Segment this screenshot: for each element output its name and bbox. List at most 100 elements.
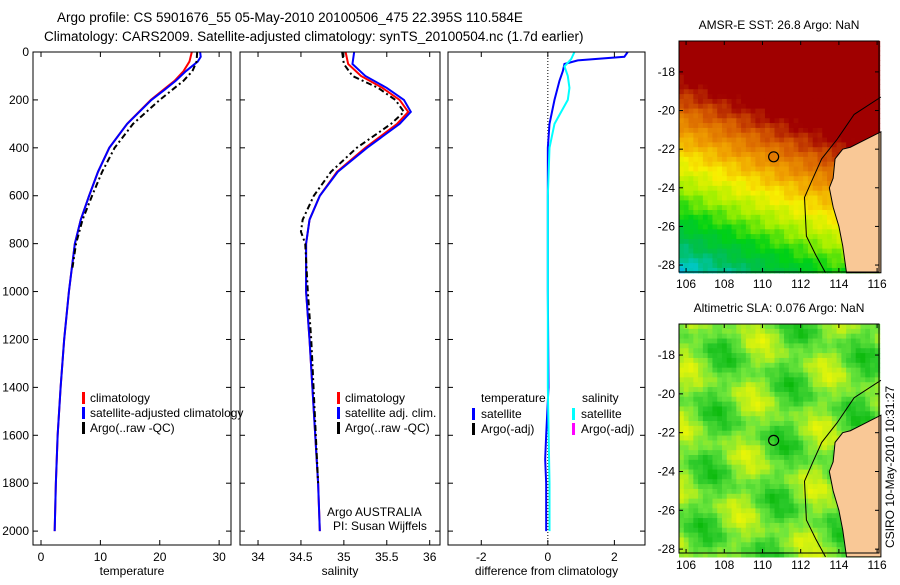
map-cell — [736, 229, 742, 235]
map-cell — [717, 440, 723, 446]
map-cell — [841, 263, 847, 269]
map-cell — [807, 89, 814, 95]
map-cell — [769, 435, 776, 442]
map-cell — [817, 396, 823, 403]
map-cell — [760, 348, 766, 354]
map-cell — [822, 396, 828, 403]
map-cell — [850, 137, 857, 144]
map-cell — [717, 205, 723, 211]
map-cell — [827, 118, 833, 124]
map-cell — [827, 552, 833, 558]
map-cell — [807, 357, 814, 364]
map-cell — [755, 229, 761, 235]
map-cell — [803, 74, 809, 81]
map-cell — [860, 328, 866, 335]
map-cell — [712, 435, 718, 442]
map-cell — [769, 430, 776, 437]
map-cell — [731, 362, 737, 369]
map-cell — [817, 142, 823, 148]
map-cell — [750, 469, 757, 476]
map-cell — [769, 176, 776, 182]
map-cell — [798, 205, 804, 211]
map-cell — [788, 41, 795, 47]
map-cell — [760, 45, 766, 52]
map-cell — [822, 181, 828, 187]
map-title: AMSR-E SST: 26.8 Argo: NaN — [699, 18, 860, 32]
map-cell — [784, 243, 790, 250]
map-cell — [736, 176, 742, 182]
map-cell — [803, 41, 809, 47]
map-cell — [798, 416, 804, 422]
map-cell — [807, 474, 814, 480]
map-cell — [803, 377, 809, 383]
map-cell — [807, 338, 814, 345]
map-cell — [769, 537, 776, 543]
map-cell — [774, 176, 780, 182]
map-cell — [865, 132, 871, 139]
map-cell — [788, 152, 795, 158]
map-cell — [683, 224, 690, 230]
map-cell — [717, 552, 723, 558]
map-cell — [841, 421, 847, 427]
map-cell — [702, 396, 709, 403]
map-cell — [698, 552, 704, 558]
map-cell — [745, 118, 752, 124]
map-cell — [679, 353, 685, 359]
y-tick-label: -24 — [658, 181, 676, 195]
map-cell — [846, 74, 852, 81]
map-cell — [683, 474, 690, 480]
map-cell — [745, 123, 752, 129]
map-cell — [750, 181, 757, 187]
map-cell — [702, 508, 709, 514]
map-cell — [717, 243, 723, 250]
map-cell — [721, 493, 728, 500]
map-cell — [760, 503, 766, 509]
map-cell — [798, 527, 804, 534]
legend-swatch — [82, 407, 85, 419]
map-cell — [755, 210, 761, 216]
map-cell — [712, 391, 718, 398]
map-cell — [679, 387, 685, 393]
map-cell — [803, 60, 809, 66]
map-cell — [860, 89, 866, 95]
map-cell — [784, 391, 790, 398]
map-cell — [760, 156, 766, 163]
map-cell — [745, 493, 752, 500]
map-cell — [865, 382, 871, 388]
map-cell — [793, 547, 799, 553]
map-cell — [698, 430, 704, 437]
map-cell — [750, 445, 757, 451]
map-cell — [812, 328, 819, 335]
map-cell — [702, 348, 709, 354]
map-cell — [812, 243, 819, 250]
x-tick-label: 20 — [153, 550, 167, 564]
legend-label: satellite — [581, 407, 622, 421]
map-cell — [750, 147, 757, 153]
map-cell — [760, 55, 766, 61]
map-cell — [712, 41, 718, 47]
map-cell — [679, 430, 685, 437]
map-cell — [712, 498, 718, 505]
legend-swatch — [337, 407, 340, 419]
map-cell — [855, 353, 862, 359]
map-cell — [788, 176, 795, 182]
map-cell — [870, 79, 876, 86]
map-cell — [812, 171, 819, 177]
map-cell — [827, 171, 833, 177]
map-cell — [831, 387, 838, 393]
map-cell — [793, 45, 799, 52]
map-cell — [812, 60, 819, 66]
map-cell — [698, 357, 704, 364]
map-cell — [736, 147, 742, 153]
map-cell — [726, 435, 733, 442]
map-cell — [793, 469, 799, 476]
map-cell — [817, 166, 823, 172]
map-cell — [812, 190, 819, 197]
map-cell — [807, 113, 814, 119]
map-cell — [827, 234, 833, 240]
map-cell — [793, 210, 799, 216]
map-cell — [860, 387, 866, 393]
map-cell — [855, 387, 862, 393]
map-cell — [779, 84, 785, 90]
map-cell — [779, 508, 785, 514]
